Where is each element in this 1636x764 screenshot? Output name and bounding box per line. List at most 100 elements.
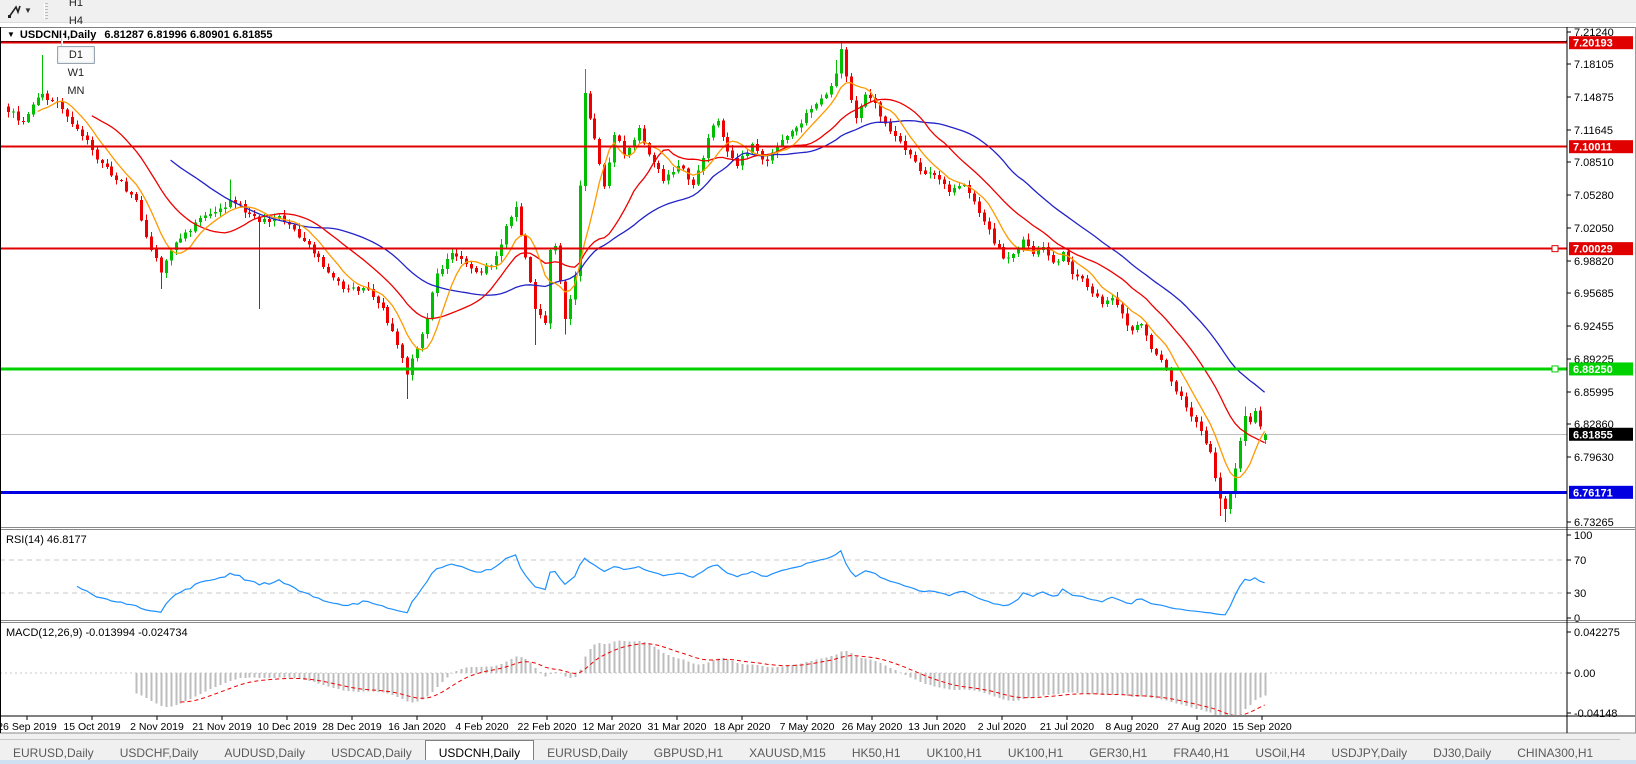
axis-tick-label: 6.85995	[1574, 387, 1614, 399]
date-axis-label: 26 Sep 2019	[0, 721, 57, 733]
date-axis-label: 15 Oct 2019	[63, 721, 120, 733]
chart-tabs: EURUSD,Daily USDCHF,Daily AUDUSD,Daily USDC…	[0, 739, 1620, 764]
price-badge-label: 7.10011	[1573, 142, 1612, 154]
date-axis-label: 8 Aug 2020	[1105, 721, 1158, 733]
date-axis-label: 21 Nov 2019	[192, 721, 252, 733]
macd-signal-line	[180, 643, 1265, 715]
chart-window-title-bar: ▼ USDCNH,Daily 6.81287 6.81996 6.80901 6…	[1, 28, 1566, 41]
symbol-dropdown-icon[interactable]: ▼	[7, 30, 15, 39]
toolbar-drag-grip[interactable]	[43, 3, 50, 19]
axis-tick-label: 6.98820	[1574, 256, 1614, 268]
axis-tick-label: 7.21240	[1574, 27, 1614, 39]
timeframe-button-h1[interactable]: H1	[68, 0, 83, 9]
price-badge-label: 6.81855	[1573, 429, 1613, 441]
price-badge	[1569, 362, 1633, 376]
price-badge-label: 7.20193	[1573, 38, 1613, 50]
chart-tab-usoil-h4[interactable]: USOil,H4	[1255, 746, 1306, 760]
timeframe-button-w1[interactable]: W1	[67, 67, 85, 79]
date-axis-label: 27 Aug 2020	[1168, 721, 1227, 733]
axis-tick-label: 7.02050	[1574, 223, 1614, 235]
axis-tick-label: 30	[1574, 588, 1586, 600]
chart-symbol-label: USDCNH,Daily	[19, 28, 97, 41]
chart-tab-eurusd-daily[interactable]: EURUSD,Daily	[547, 746, 628, 760]
chart-tab-uk100-h1[interactable]: UK100,H1	[926, 746, 982, 760]
ma-mid-line	[91, 98, 1265, 444]
axis-tick-label: 6.79630	[1574, 452, 1614, 464]
ma-slow-line	[170, 120, 1266, 393]
date-axis-label: 7 May 2020	[780, 721, 835, 733]
date-axis-label: 28 Dec 2019	[322, 721, 382, 733]
chart-tab-usdcad-daily[interactable]: USDCAD,Daily	[331, 746, 412, 760]
axis-tick-label: 7.05280	[1574, 190, 1614, 202]
macd-indicator-label: MACD(12,26,9) -0.013994 -0.024734	[6, 627, 188, 639]
rsi-indicator-label: RSI(14) 46.8177	[6, 534, 87, 546]
chart-tab-audusd-daily[interactable]: AUDUSD,Daily	[224, 746, 306, 760]
timeframe-button-h4[interactable]: H4	[68, 15, 83, 27]
axis-tick-label: 0.00	[1574, 668, 1595, 680]
timeframe-button-mn[interactable]: MN	[67, 85, 85, 97]
date-axis-label: 15 Sep 2020	[1232, 721, 1292, 733]
chart-tool-button[interactable]: ▼	[3, 2, 36, 21]
axis-tick-label: 70	[1574, 555, 1586, 567]
window-bottom-edge	[0, 760, 1636, 764]
axis-tick-label: 7.08510	[1574, 157, 1614, 169]
date-axis-label: 12 Mar 2020	[583, 721, 642, 733]
chart-tab-fra40-h1[interactable]: FRA40,H1	[1173, 746, 1230, 760]
price-badge-label: 6.88250	[1573, 364, 1613, 376]
price-badge	[1569, 242, 1633, 256]
axis-tick-label: 7.18105	[1574, 59, 1614, 71]
chart-tab-ger30-h1[interactable]: GER30,H1	[1089, 746, 1148, 760]
date-axis-label: 2 Nov 2019	[130, 721, 184, 733]
line-handle[interactable]	[1551, 245, 1559, 253]
chart-tool-dropdown-icon[interactable]: ▼	[24, 6, 32, 15]
chart-tab-usoil-h[interactable]: USOil,H	[1606, 742, 1620, 764]
price-badge	[1569, 485, 1633, 499]
chart-tab-xauusd-m15[interactable]: XAUUSD,M15	[749, 746, 826, 760]
axis-tick-label: 0.042275	[1574, 627, 1620, 639]
timeframe-buttons: M1M5M15M30H1H4D1W1MN	[56, 0, 96, 100]
chart-ohlc-quotes: 6.81287 6.81996 6.80901 6.81855	[104, 28, 273, 41]
date-axis-label: 26 May 2020	[842, 721, 903, 733]
axis-tick-label: 6.73265	[1574, 517, 1614, 529]
chart-tab-bar: EURUSD,Daily USDCHF,Daily AUDUSD,Daily USDC…	[0, 734, 1636, 764]
chart-tab-dj30-daily[interactable]: DJ30,Daily	[1433, 746, 1492, 760]
chart-tab-gbpusd-h1[interactable]: GBPUSD,H1	[653, 746, 724, 760]
toolbar-gap	[0, 22, 1636, 27]
axis-tick-label: 6.92455	[1574, 321, 1614, 333]
line-handle[interactable]	[1551, 365, 1559, 373]
panel-splitter-rsi[interactable]	[0, 527, 1636, 530]
axis-tick-label: -0.04148	[1574, 708, 1617, 720]
axis-tick-label: 6.95685	[1574, 288, 1614, 300]
axis-tick-label: 7.14875	[1574, 92, 1614, 104]
date-axis-label: 31 Mar 2020	[648, 721, 707, 733]
axis-tick-label: 100	[1574, 530, 1592, 542]
axis-tick-label: 7.11645	[1574, 125, 1613, 137]
chart-tab-eurusd-daily[interactable]: EURUSD,Daily	[13, 746, 94, 760]
panel-splitter-macd[interactable]	[0, 620, 1636, 623]
chart-tab-usdjpy-daily[interactable]: USDJPY,Daily	[1331, 746, 1408, 760]
chart-tool-icon	[8, 4, 21, 18]
date-axis-label: 2 Jul 2020	[978, 721, 1027, 733]
price-badge-label: 7.00029	[1573, 244, 1613, 256]
date-axis-label: 22 Feb 2020	[518, 721, 577, 733]
price-badge	[1569, 427, 1633, 441]
chart-tab-china300-h1[interactable]: CHINA300,H1	[1517, 746, 1594, 760]
chart-tab-usdchf-daily[interactable]: USDCHF,Daily	[119, 746, 199, 760]
chart-tab-uk100-h1[interactable]: UK100,H1	[1007, 746, 1064, 760]
date-axis-label: 21 Jul 2020	[1040, 721, 1094, 733]
date-axis-label: 4 Feb 2020	[455, 721, 508, 733]
date-axis-label: 13 Jun 2020	[908, 721, 966, 733]
timeframe-button-d1[interactable]: D1	[56, 46, 95, 64]
date-axis-label: 10 Dec 2019	[257, 721, 317, 733]
axis-tick-label: 0	[1574, 613, 1580, 625]
rsi-line	[76, 549, 1265, 616]
price-badge-label: 6.76171	[1573, 487, 1613, 499]
price-badge	[1569, 140, 1633, 154]
toolbar-separator	[60, 30, 63, 46]
price-badge	[1569, 36, 1633, 50]
date-axis-label: 18 Apr 2020	[714, 721, 771, 733]
timeframe-toolbar: ▼ M1M5M15M30H1H4D1W1MN	[0, 0, 1636, 97]
chart-tab-hk50-h1[interactable]: HK50,H1	[851, 746, 901, 760]
